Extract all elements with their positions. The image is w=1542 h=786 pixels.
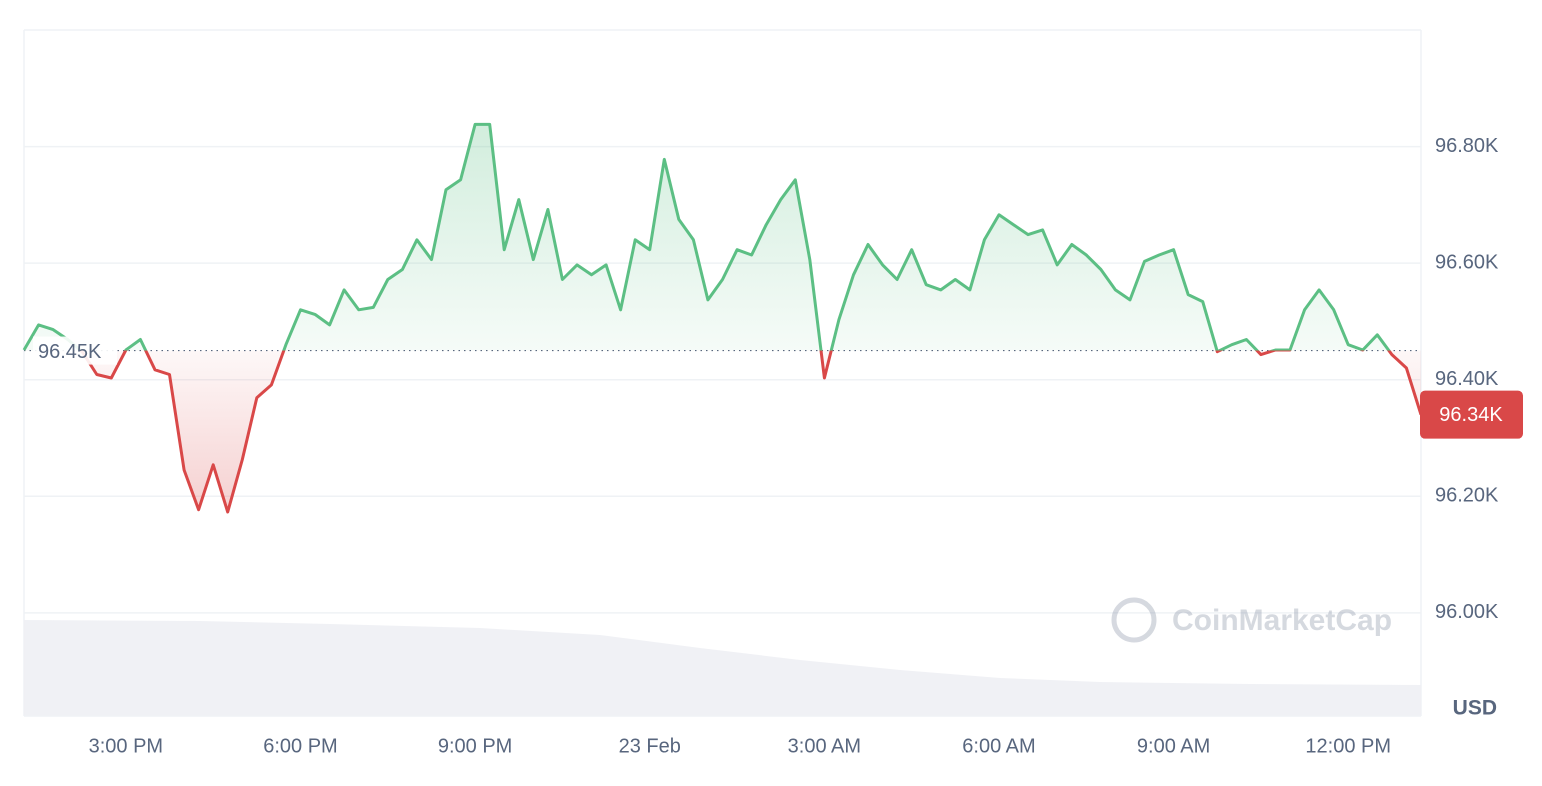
baseline-label: 96.45K bbox=[38, 341, 102, 363]
watermark-logo bbox=[1111, 597, 1157, 643]
current-price-label: 96.34K bbox=[1439, 404, 1503, 426]
price-area bbox=[24, 124, 1421, 513]
x-tick-label: 9:00 PM bbox=[438, 735, 512, 757]
x-tick-label: 3:00 PM bbox=[89, 735, 163, 757]
price-line bbox=[22, 122, 1423, 514]
watermark: CoinMarketCap bbox=[1111, 597, 1392, 643]
y-tick-label: 96.40K bbox=[1435, 368, 1499, 390]
x-tick-label: 6:00 PM bbox=[263, 735, 337, 757]
x-tick-label: 9:00 AM bbox=[1137, 735, 1210, 757]
x-tick-label: 6:00 AM bbox=[962, 735, 1035, 757]
y-tick-label: 96.60K bbox=[1435, 251, 1499, 273]
baseline-label-bg bbox=[33, 336, 117, 365]
y-unit: USD bbox=[1453, 697, 1497, 720]
watermark-text: CoinMarketCap bbox=[1172, 604, 1392, 637]
x-tick-label: 23 Feb bbox=[619, 735, 681, 757]
volume-backdrop bbox=[24, 620, 1421, 716]
y-tick-label: 96.80K bbox=[1435, 135, 1499, 157]
x-tick-label: 12:00 PM bbox=[1305, 735, 1391, 757]
x-tick-label: 3:00 AM bbox=[788, 735, 861, 757]
current-price-badge bbox=[1420, 390, 1523, 439]
y-tick-label: 96.00K bbox=[1435, 601, 1499, 623]
y-tick-label: 96.20K bbox=[1435, 485, 1499, 507]
